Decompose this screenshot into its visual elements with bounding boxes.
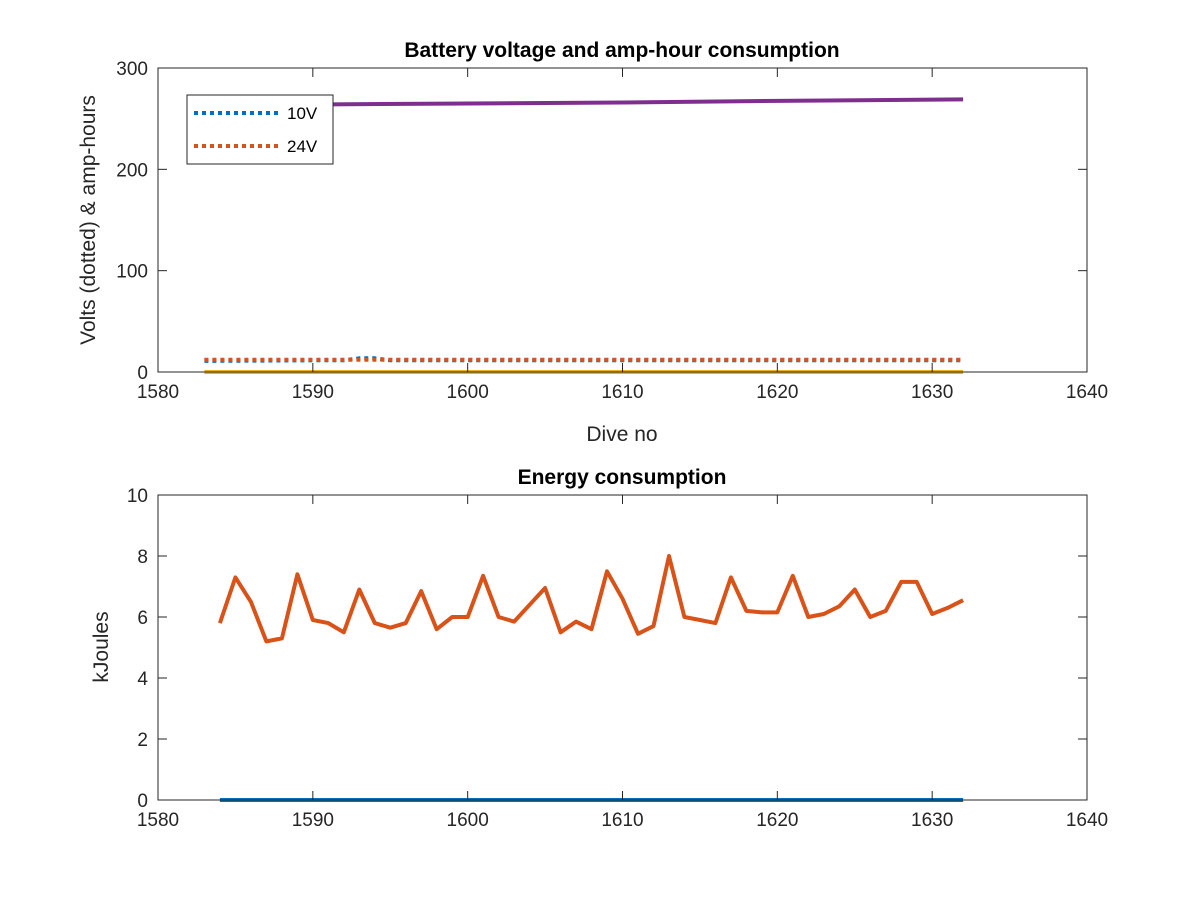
legend-box [186,94,334,165]
battery-x-tick-label: 1580 [137,382,179,403]
energy-x-tick-label: 1640 [1066,810,1108,831]
energy-y-tick-label: 0 [137,791,148,812]
energy-x-tick-label: 1630 [911,810,953,831]
energy-x-tick-label: 1620 [756,810,798,831]
energy-y-tick-label: 6 [137,608,148,629]
battery-x-tick-label: 1590 [292,382,334,403]
battery-y-tick-label: 300 [116,59,148,80]
energy-y-tick-label: 4 [137,669,148,690]
chart-battery: 1580 1590 1600 1610 1620 1630 1640 0 100 200 300 B… [77,39,1108,446]
legend-label-24v: 24V [287,137,318,156]
battery-y-tick-label: 100 [116,262,148,283]
energy-y-tick-label: 8 [137,547,148,568]
battery-chart-title: Battery voltage and amp-hour consumption [404,39,839,62]
battery-x-tick-label: 1610 [601,382,643,403]
energy-y-tick-label: 2 [137,730,148,751]
battery-x-tick-label: 1640 [1066,382,1108,403]
legend-label-10v: 10V [287,104,318,123]
battery-x-tick-label: 1630 [911,382,953,403]
energy-x-tick-label: 1580 [137,810,179,831]
energy-x-tick-label: 1590 [292,810,334,831]
energy-y-tick-label: 10 [127,486,148,507]
battery-ticks: 1580 1590 1600 1610 1620 1630 1640 0 100 200 300 [116,59,1108,403]
energy-chart-title: Energy consumption [518,466,727,489]
energy-x-tick-label: 1610 [601,810,643,831]
energy-y-axis-label: kJoules [90,611,113,682]
battery-legend: 10V 24V [186,94,334,165]
energy-x-tick-label: 1600 [447,810,489,831]
battery-y-axis-label: Volts (dotted) & amp-hours [77,95,100,345]
battery-x-tick-label: 1600 [447,382,489,403]
energy-series-line-1 [218,554,964,644]
chart-energy: 1580 1590 1600 1610 1620 1630 1640 0 2 4 6 8 10 Ener… [90,466,1108,831]
battery-y-tick-label: 0 [137,363,148,384]
energy-ticks: 1580 1590 1600 1610 1620 1630 1640 0 2 4 6 8 10 [127,486,1108,831]
battery-y-tick-label: 200 [116,160,148,181]
battery-x-axis-label: Dive no [586,423,657,446]
battery-x-tick-label: 1620 [756,382,798,403]
